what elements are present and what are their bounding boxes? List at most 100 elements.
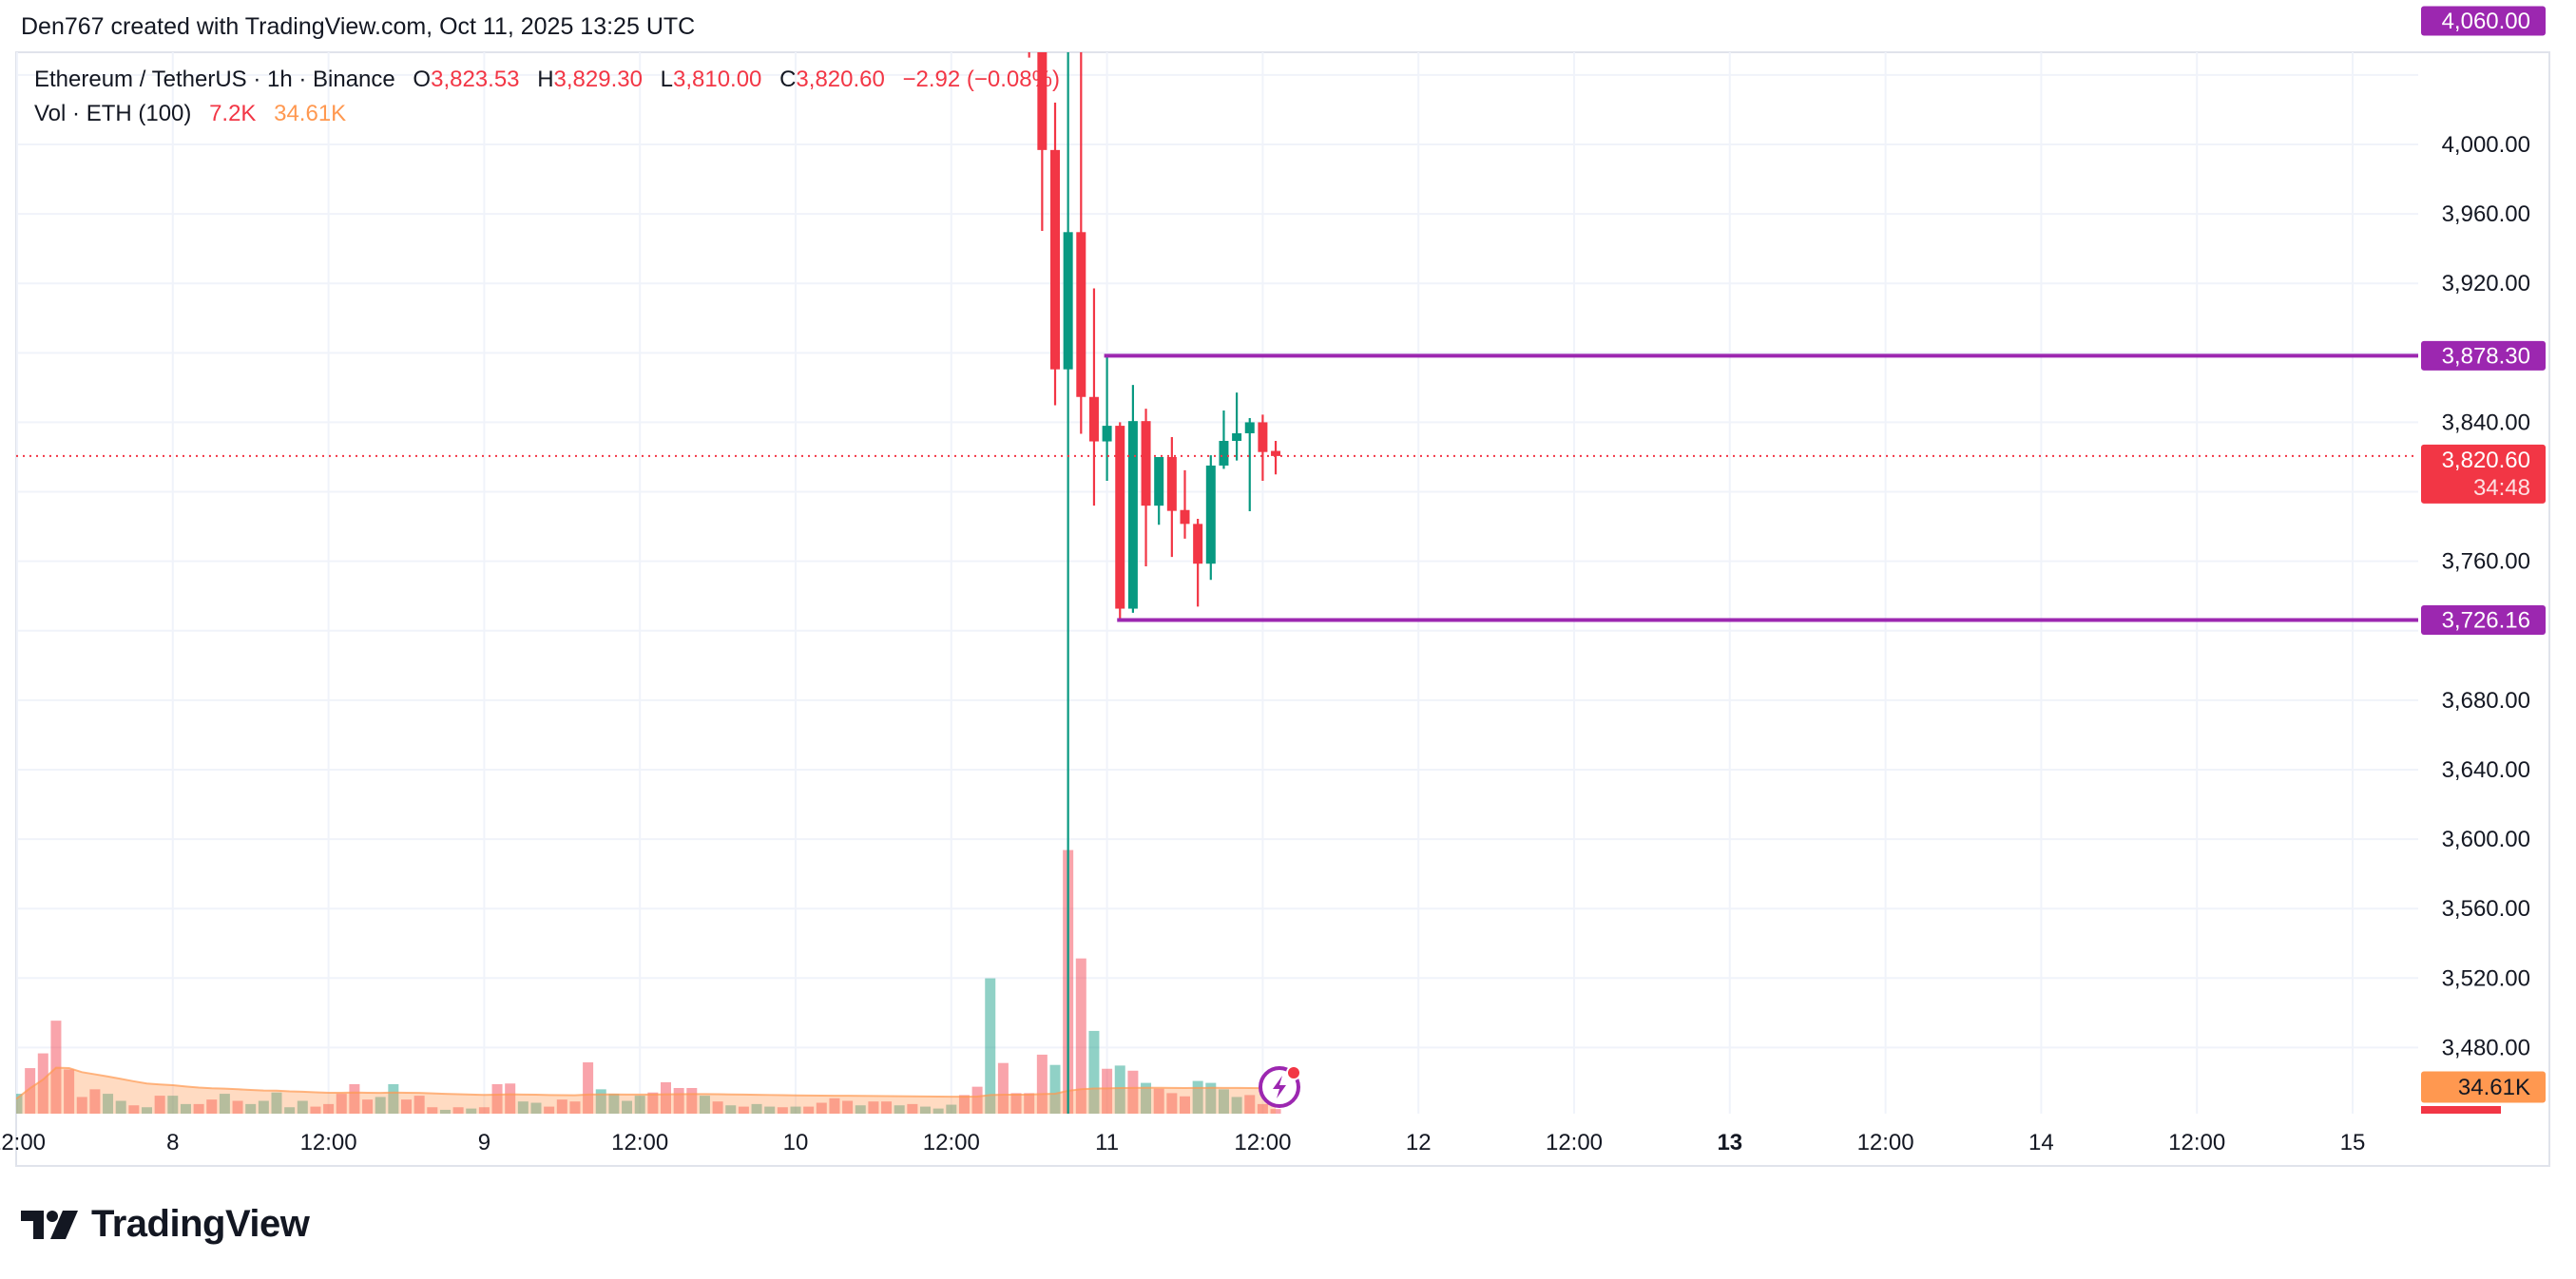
volume-bar: [829, 1098, 840, 1114]
volume-bar: [1180, 1096, 1190, 1114]
price-axis[interactable]: 4,000.00 3,960.00 3,920.00 3,840.00 3,760.00…: [2442, 132, 2530, 1060]
candles: [1025, 0, 1281, 1114]
volume-bar: [1114, 1065, 1125, 1114]
support-tag-bg: [2421, 604, 2546, 635]
candle-body: [1127, 421, 1138, 609]
volume-bar: [1075, 958, 1086, 1114]
time-tick-label: 15: [2340, 1130, 2366, 1155]
volume-value: 7.2K: [209, 101, 257, 126]
price-tick-label: 4,000.00: [2442, 132, 2530, 158]
volume-ma-tag-text: 34.61K: [2458, 1075, 2530, 1100]
candle: [1025, 0, 1034, 58]
volume-bar: [985, 978, 996, 1114]
price-tick-label: 3,600.00: [2442, 827, 2530, 852]
candle: [1244, 418, 1255, 512]
candle: [1063, 52, 1073, 1114]
grid: [16, 52, 2418, 1114]
volume-legend: Vol · ETH (100) 7.2K 34.61K: [34, 101, 346, 127]
volume-bar: [1166, 1093, 1178, 1114]
candle-body: [1232, 432, 1242, 441]
price-tick-label: 3,920.00: [2442, 271, 2530, 296]
volume-bar: [297, 1100, 308, 1114]
symbol-title[interactable]: Ethereum / TetherUS · 1h · Binance: [34, 67, 395, 92]
candle: [1127, 385, 1138, 613]
volume-bar: [881, 1101, 893, 1114]
volume-bar: [37, 1053, 48, 1114]
volume-bar: [1127, 1070, 1139, 1114]
candle: [1088, 288, 1099, 506]
volume-bar: [466, 1108, 477, 1114]
volume-bar: [258, 1100, 269, 1114]
chart-frame: [15, 51, 2550, 1167]
open-label: O: [413, 67, 432, 92]
time-tick-label: 12:00: [300, 1130, 357, 1155]
time-tick-label: 12:00: [0, 1130, 46, 1155]
price-tick-label: 3,560.00: [2442, 896, 2530, 922]
volume-bar: [738, 1106, 749, 1114]
volume-bar: [271, 1092, 282, 1114]
volume-bar: [64, 1069, 75, 1114]
time-tick-label: 12:00: [611, 1130, 668, 1155]
candle: [1258, 414, 1268, 482]
volume-bar: [608, 1094, 620, 1114]
time-tick-label: 11: [1095, 1130, 1119, 1155]
volume-ma-area: [16, 1067, 1277, 1114]
candle: [1166, 436, 1177, 558]
volume-value-tag: [2421, 1106, 2501, 1114]
price-tick-label: 3,480.00: [2442, 1035, 2530, 1060]
volume-bar: [920, 1106, 931, 1114]
candle: [1193, 519, 1203, 607]
high-label: H: [537, 67, 554, 92]
volume-bar: [595, 1089, 606, 1114]
countdown-text: 34:48: [2473, 475, 2530, 501]
volume-bar: [232, 1100, 243, 1114]
volume-bar: [751, 1103, 762, 1114]
volume-bar: [868, 1101, 879, 1114]
candle-body: [1025, 0, 1034, 37]
volume-bar: [1141, 1082, 1152, 1114]
volume-bar: [1244, 1095, 1256, 1114]
candle-body: [1037, 52, 1048, 150]
top-marker-tag-bg: [2421, 6, 2546, 36]
volume-ma-tag: 34.61K: [2421, 1071, 2546, 1103]
time-tick-label: 12:00: [2168, 1130, 2225, 1155]
top-marker-tag: 4,060.00: [2421, 6, 2546, 36]
price-change: −2.92 (−0.08%): [902, 67, 1060, 92]
low-label: L: [660, 67, 673, 92]
tradingview-logo-text: TradingView: [91, 1203, 310, 1245]
volume-bar: [219, 1094, 230, 1114]
candle: [1076, 52, 1086, 434]
current-price-tag-bg: [2421, 444, 2546, 504]
volume-bar: [16, 1094, 23, 1114]
tradingview-logo[interactable]: TradingView: [21, 1203, 310, 1246]
volume-bar: [401, 1099, 412, 1114]
volume-bar: [362, 1099, 374, 1114]
volume-bar: [530, 1102, 542, 1114]
volume-bar: [1153, 1088, 1164, 1114]
candle: [1219, 410, 1229, 469]
volume-bar: [491, 1083, 503, 1114]
volume-bar: [1257, 1103, 1268, 1114]
volume-bar: [1205, 1082, 1217, 1114]
volume-bar: [310, 1106, 321, 1114]
candle: [1205, 455, 1216, 581]
candle: [1154, 456, 1164, 525]
time-tick-label: 12:00: [1857, 1130, 1914, 1155]
volume-bar: [1010, 1093, 1022, 1114]
price-tick-label: 3,840.00: [2442, 410, 2530, 435]
time-axis[interactable]: 12:00 8 12:00 9 12:00 10 12:00 11 12:00 12 12:00 13…: [0, 1130, 2365, 1155]
volume-bar: [128, 1105, 140, 1114]
volume-ma-tag-bg: [2421, 1071, 2546, 1103]
time-tick-label: 12:00: [1546, 1130, 1603, 1155]
candle-body: [1076, 232, 1086, 397]
volume-bar: [505, 1083, 516, 1114]
volume-title[interactable]: Vol · ETH (100): [34, 101, 192, 126]
close-value: 3,820.60: [796, 67, 885, 92]
volume-bar: [764, 1106, 776, 1114]
level-lines[interactable]: [16, 353, 2418, 622]
volume-bar: [894, 1105, 905, 1114]
lightning-icon[interactable]: [1259, 1065, 1301, 1108]
